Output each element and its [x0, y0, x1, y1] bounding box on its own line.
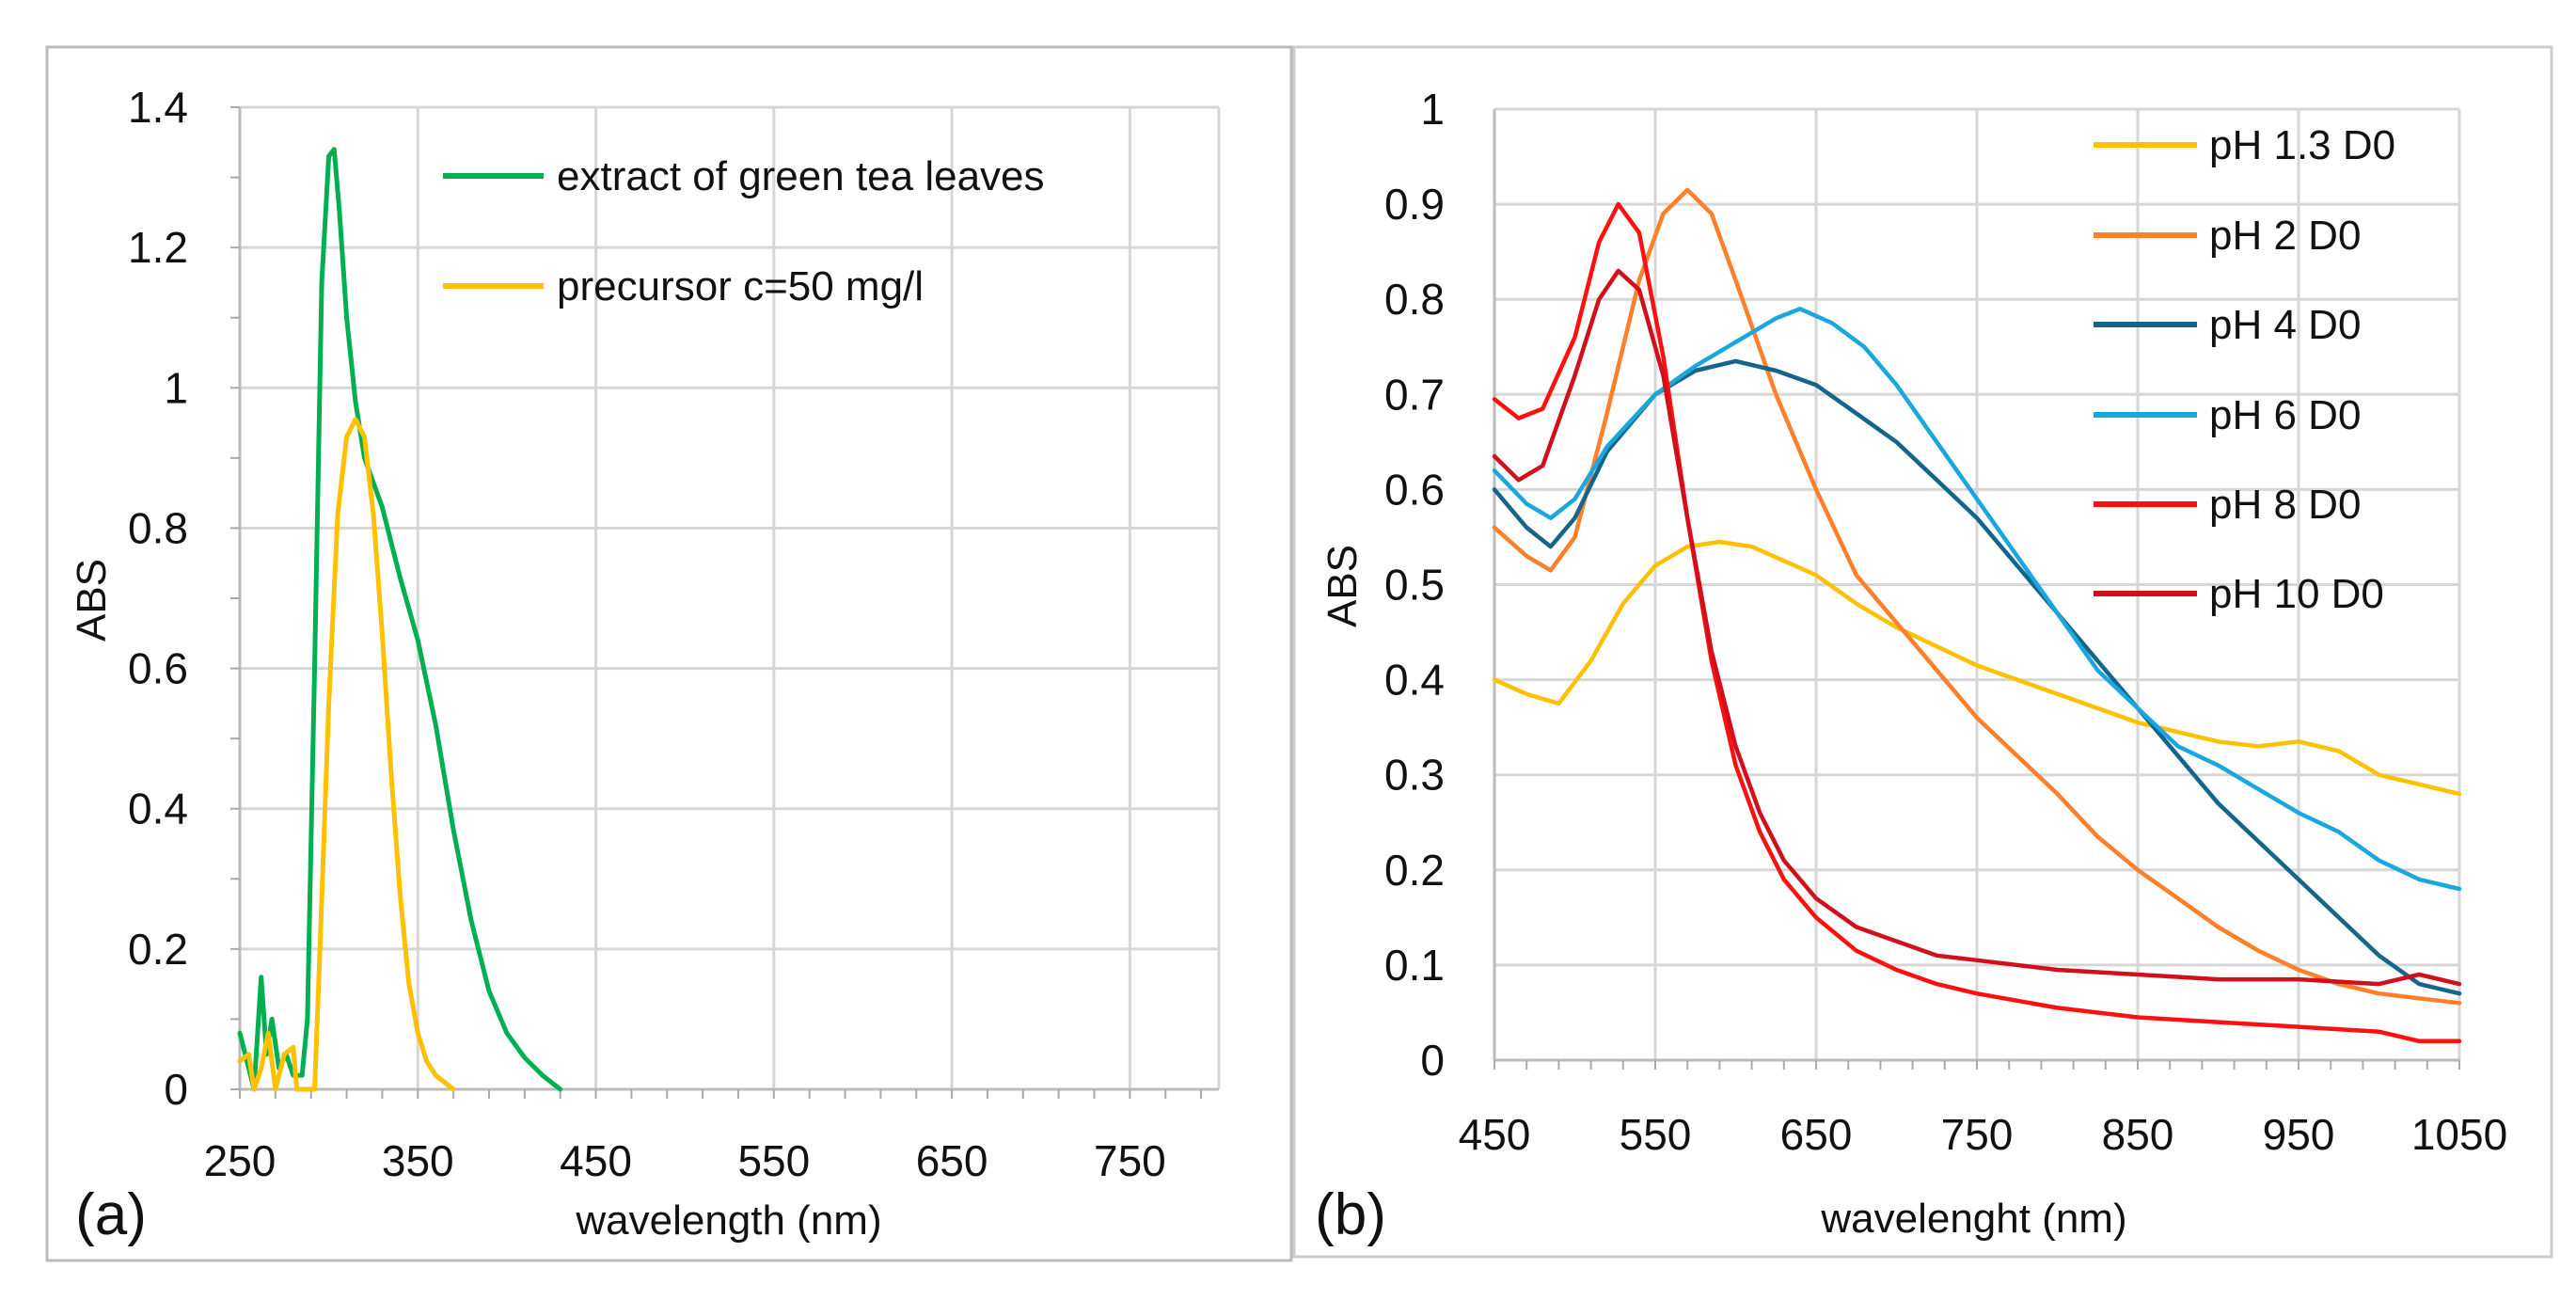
series-line-extract-of-green-tea-leaves [237, 147, 563, 1092]
x-tick-label: 650 [1780, 1110, 1853, 1159]
panel-label: (a) [75, 1182, 147, 1247]
x-tick-label: 750 [1094, 1136, 1166, 1185]
series-line-ph-2-d0 [1492, 187, 2462, 1006]
y-tick-label: 1.2 [128, 223, 188, 272]
y-tick-label: 0.5 [1384, 561, 1445, 610]
y-tick-label: 0.8 [128, 503, 188, 552]
x-axis-label: wavelength (nm) [575, 1197, 881, 1244]
series-line-precursor-c-50-mg-l [237, 417, 456, 1092]
legend-label: pH 6 D0 [2209, 392, 2361, 438]
legend-label: pH 4 D0 [2209, 302, 2361, 348]
y-tick-label: 1 [1420, 85, 1445, 134]
x-tick-label: 450 [1459, 1110, 1531, 1159]
series-line-ph-6-d0 [1492, 307, 2462, 892]
y-tick-label: 0.4 [1384, 656, 1445, 705]
legend-label: pH 1.3 D0 [2209, 122, 2395, 168]
y-tick-label: 0.1 [1384, 941, 1445, 990]
x-tick-label: 550 [737, 1136, 810, 1185]
panel-a-frame [45, 45, 1293, 1262]
y-tick-label: 0.7 [1384, 370, 1445, 419]
legend-label: pH 2 D0 [2209, 213, 2361, 259]
x-tick-label: 950 [2263, 1110, 2335, 1159]
y-tick-label: 0.3 [1384, 751, 1445, 800]
y-tick-label: 0.6 [1384, 465, 1445, 514]
series-line-ph-10-d0 [1492, 268, 2462, 987]
series-line-ph-8-d0 [1492, 201, 2462, 1044]
y-axis-label: ABS [1320, 545, 1366, 627]
x-tick-label: 550 [1620, 1110, 1692, 1159]
series-line-ph-4-d0 [1492, 358, 2462, 996]
y-tick-label: 0.6 [128, 644, 188, 693]
y-axis-label: ABS [69, 559, 115, 642]
y-tick-label: 0.2 [128, 925, 188, 974]
x-tick-label: 250 [204, 1136, 277, 1185]
x-tick-label: 650 [916, 1136, 988, 1185]
y-tick-label: 1 [164, 363, 188, 412]
y-tick-label: 0.4 [128, 785, 188, 833]
x-tick-label: 850 [2102, 1110, 2174, 1159]
legend-label: precursor c=50 mg/l [557, 263, 924, 309]
y-tick-label: 0 [164, 1065, 188, 1114]
x-axis-label: wavelenght (nm) [1820, 1196, 2126, 1242]
x-tick-label: 1050 [2411, 1110, 2507, 1159]
panel-b-frame [1292, 45, 2553, 1259]
chart-b: 0 0.1 0.2 0.3 0.4 0.5 0.6 0.7 0.8 0.9 1 450 550 650 75… [1315, 85, 2507, 1247]
x-tick-label: 350 [382, 1136, 454, 1185]
x-tick-label: 450 [560, 1136, 632, 1185]
y-tick-label: 0.2 [1384, 846, 1445, 895]
legend-label: pH 10 D0 [2209, 571, 2384, 617]
legend-label: extract of green tea leaves [557, 153, 1045, 199]
x-tick-label: 750 [1941, 1110, 2014, 1159]
y-tick-label: 0.8 [1384, 275, 1445, 324]
y-tick-label: 0 [1420, 1036, 1445, 1085]
legend-label: pH 8 D0 [2209, 482, 2361, 528]
series-line-ph-1-3-d0 [1492, 539, 2462, 797]
panel-label: (b) [1315, 1182, 1386, 1247]
chart-a: 0 0.2 0.4 0.6 0.8 1 1.2 1.4 250 350 450 550 650 750 wa… [69, 83, 1221, 1247]
y-tick-label: 0.9 [1384, 180, 1445, 229]
y-tick-label: 1.4 [128, 83, 188, 132]
